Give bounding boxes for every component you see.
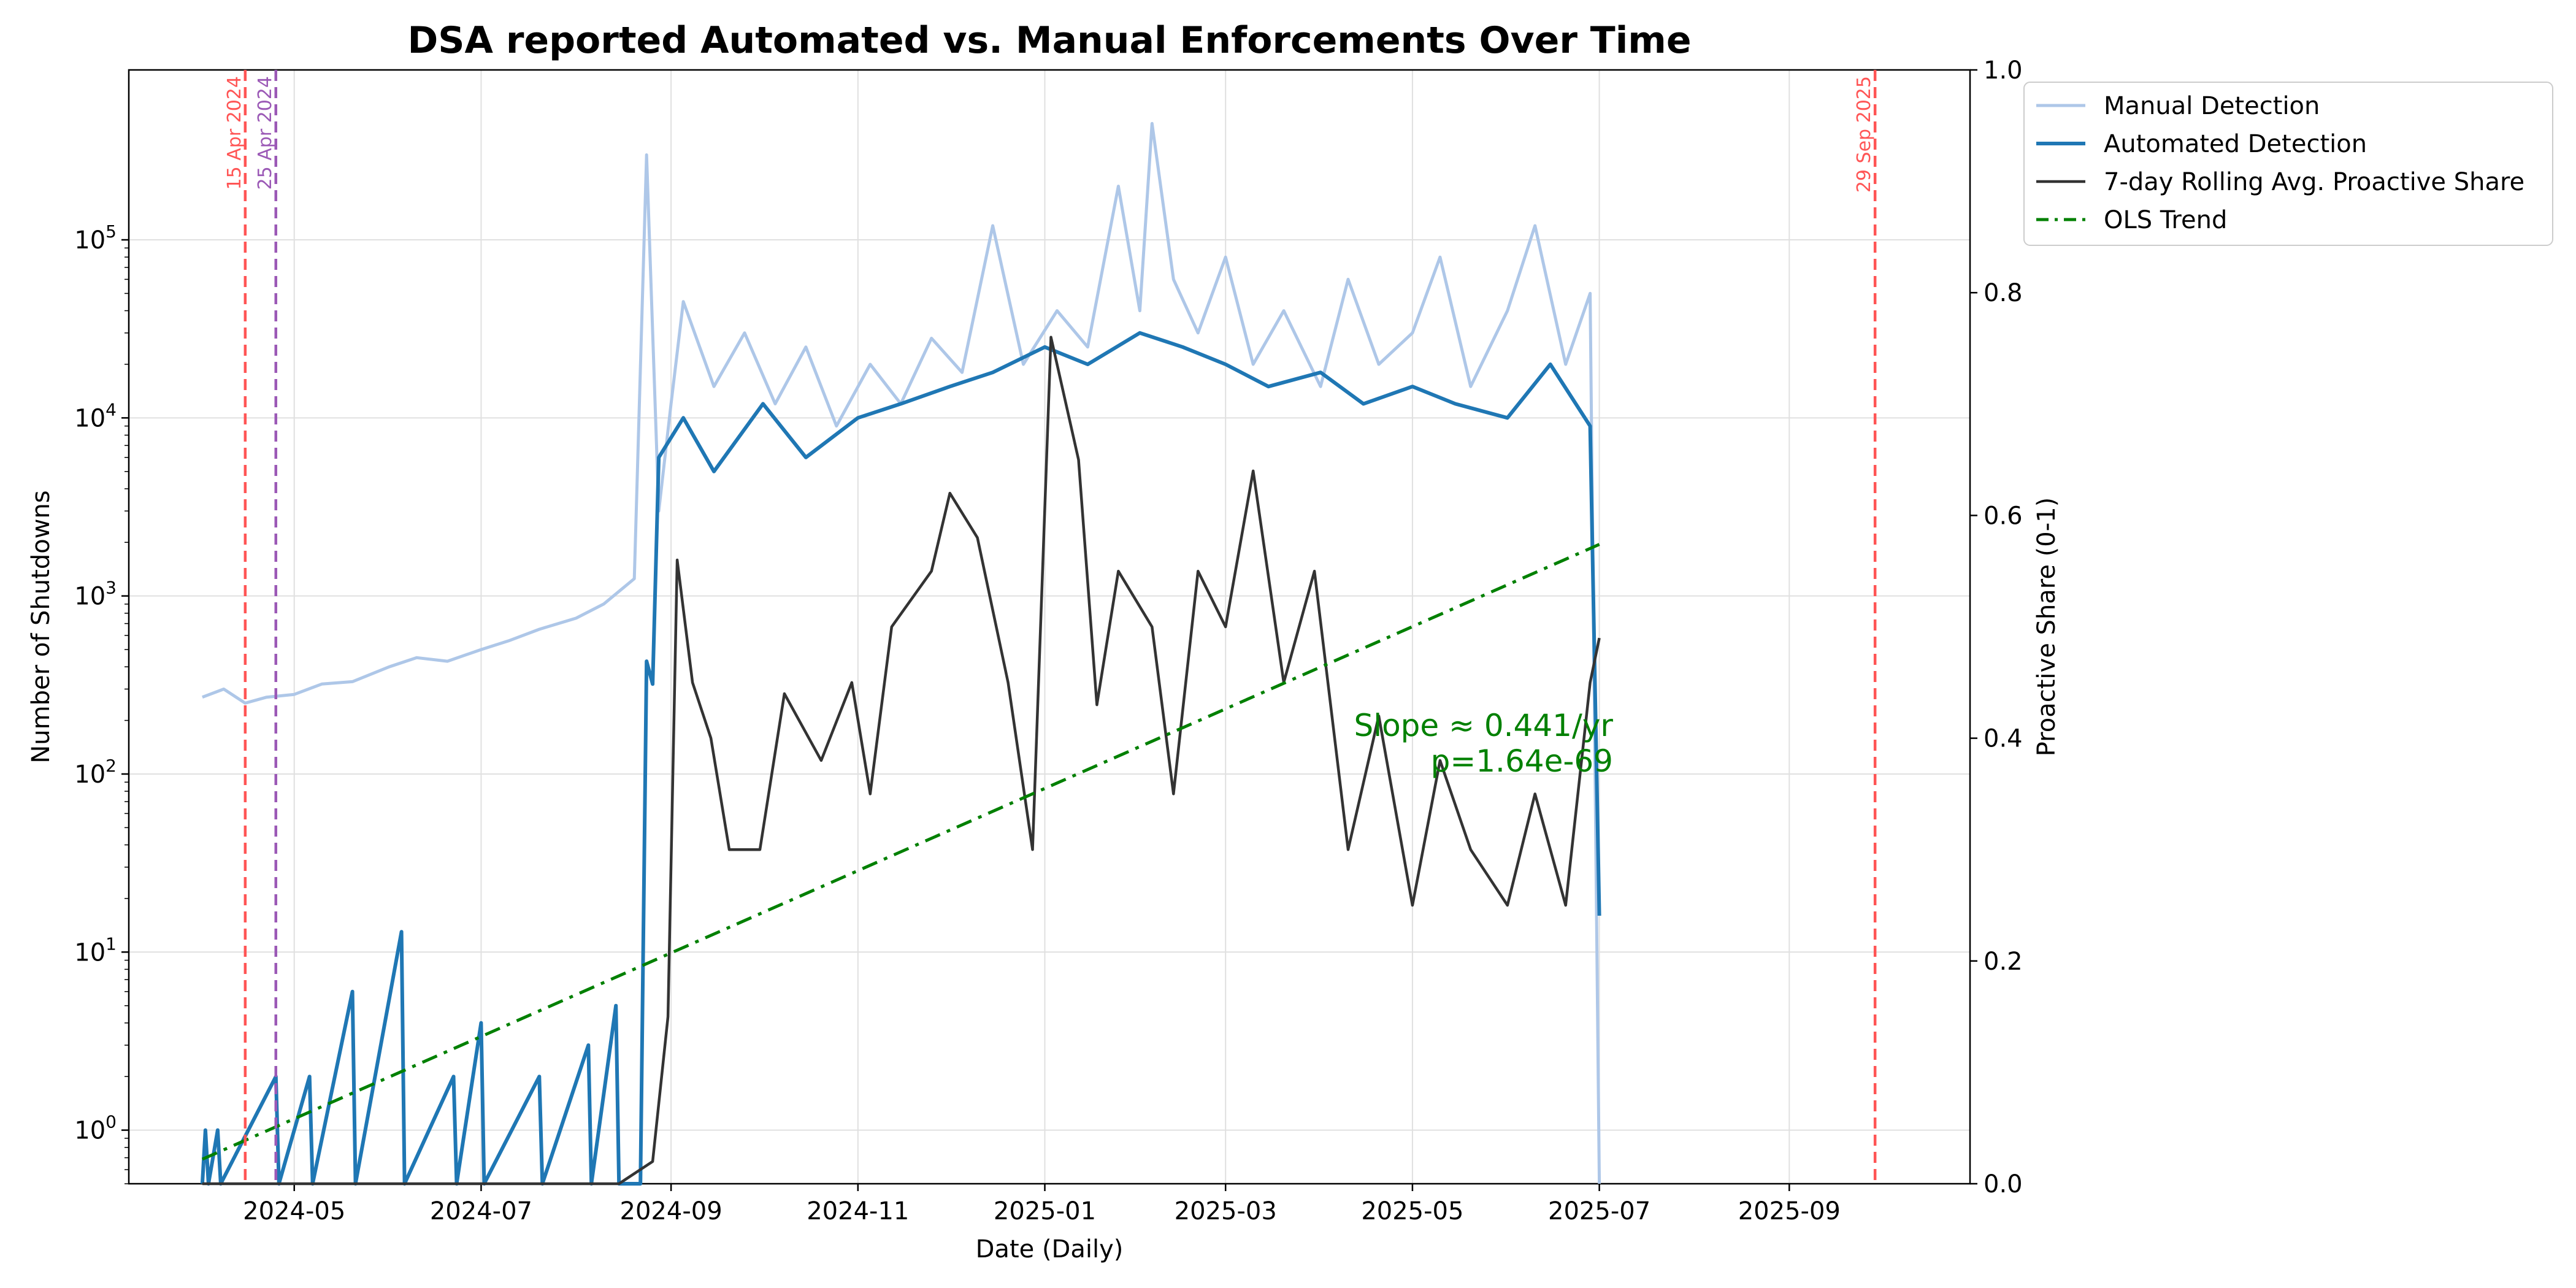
series-7-day-rolling-avg-proactive-share [202,335,1601,1186]
y-axis-left-title: Number of Shutdowns [27,490,55,763]
x-tick-label: 2024-09 [620,1197,723,1225]
y-right-tick-label: 0.6 [1984,502,2023,530]
x-tick-label: 2024-07 [430,1197,532,1225]
y-left-tick-label: 103 [74,578,117,611]
y-right-tick-label: 0.0 [1984,1170,2023,1198]
y-right-tick-label: 0.4 [1984,725,2023,753]
y-left-tick-label: 104 [74,399,117,432]
series-group [200,121,1601,1186]
x-tick-label: 2025-05 [1361,1197,1463,1225]
y-left-tick-label: 105 [74,221,117,255]
legend-box [2023,82,2553,246]
series-automated-detection [200,331,1601,1186]
x-tick-label: 2025-09 [1738,1197,1841,1225]
y-axis-right-title: Proactive Share (0-1) [2033,497,2061,756]
x-tick-label: 2025-07 [1548,1197,1650,1225]
x-axis-title: Date (Daily) [976,1235,1124,1263]
legend-label: OLS Trend [2104,206,2227,234]
y-left-tick-label: 102 [74,756,117,789]
x-tick-label: 2024-11 [807,1197,909,1225]
y-axis-right: 0.0 0.2 0.4 0.6 0.8 1.0 [1970,56,2023,1198]
annotation-pvalue: p=1.64e-69 [1431,743,1613,779]
plot-frame [128,69,1971,1185]
y-left-tick-label: 100 [74,1112,117,1145]
slope-annotation: Slope ≈ 0.441/yr p=1.64e-69 [1354,708,1613,779]
vline-label: 15 Apr 2024 [224,76,245,190]
legend: Manual Detection Automated Detection 7-day… [2023,82,2553,246]
legend-label: Manual Detection [2104,92,2320,120]
y-right-tick-label: 1.0 [1984,56,2023,85]
vline-label: 25 Apr 2024 [255,76,276,190]
legend-label: 7-day Rolling Avg. Proactive Share [2104,168,2524,196]
y-axis-left: 100 101 102 103 104 105 [74,221,129,1184]
grid [129,70,1970,1184]
chart-title: DSA reported Automated vs. Manual Enforc… [407,19,1691,62]
y-left-tick-label: 101 [74,933,117,967]
x-tick-label: 2025-01 [994,1197,1096,1225]
x-tick-label: 2024-05 [243,1197,345,1225]
y-right-tick-label: 0.8 [1984,279,2023,307]
series-manual-detection [202,121,1601,1184]
vline-label: 29 Sep 2025 [1853,76,1875,193]
y-right-tick-label: 0.2 [1984,948,2023,976]
annotation-slope: Slope ≈ 0.441/yr [1354,708,1613,743]
x-axis: 2024-05 2024-07 2024-09 2024-11 2025-01 2025-… [243,1184,1841,1225]
x-tick-label: 2025-03 [1175,1197,1277,1225]
legend-label: Automated Detection [2104,130,2367,158]
series-ols-trend [201,543,1600,1161]
vertical-markers: 15 Apr 2024 25 Apr 2024 29 Sep 2025 [224,70,1877,1184]
